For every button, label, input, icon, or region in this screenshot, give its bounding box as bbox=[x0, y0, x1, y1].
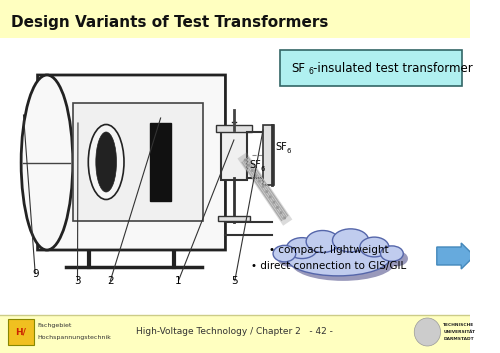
FancyBboxPatch shape bbox=[280, 50, 462, 86]
Ellipse shape bbox=[311, 235, 344, 257]
Text: SF: SF bbox=[291, 61, 305, 74]
Ellipse shape bbox=[360, 237, 389, 257]
Circle shape bbox=[269, 196, 272, 198]
Ellipse shape bbox=[278, 250, 300, 267]
FancyBboxPatch shape bbox=[38, 75, 226, 250]
FancyArrow shape bbox=[437, 243, 474, 269]
Text: High-Voltage Technology / Chapter 2   - 42 -: High-Voltage Technology / Chapter 2 - 42… bbox=[136, 328, 334, 336]
Ellipse shape bbox=[88, 125, 124, 199]
Circle shape bbox=[262, 185, 264, 188]
Text: H/: H/ bbox=[15, 328, 26, 336]
Ellipse shape bbox=[286, 238, 318, 258]
Ellipse shape bbox=[337, 234, 374, 257]
Circle shape bbox=[254, 174, 258, 177]
Text: DARMSTADT: DARMSTADT bbox=[444, 337, 474, 341]
Text: 9: 9 bbox=[32, 269, 38, 279]
Bar bbox=[150, 123, 171, 201]
Text: 6: 6 bbox=[260, 166, 264, 172]
Text: 2: 2 bbox=[107, 276, 114, 286]
Bar bbox=[216, 125, 252, 132]
Bar bbox=[218, 216, 250, 221]
Text: SF: SF bbox=[249, 160, 260, 170]
Circle shape bbox=[251, 169, 254, 172]
Text: Fachgebiet: Fachgebiet bbox=[38, 323, 72, 329]
Circle shape bbox=[276, 206, 279, 209]
Circle shape bbox=[244, 158, 246, 162]
Text: • compact, lightweight: • compact, lightweight bbox=[269, 245, 388, 255]
Bar bbox=[263, 125, 274, 185]
Ellipse shape bbox=[21, 75, 73, 250]
Text: SF: SF bbox=[275, 142, 287, 152]
Bar bbox=[8, 319, 34, 345]
Circle shape bbox=[266, 190, 268, 193]
Ellipse shape bbox=[332, 229, 368, 252]
Bar bbox=[74, 103, 203, 221]
Circle shape bbox=[248, 164, 250, 167]
Bar bbox=[220, 130, 247, 180]
Ellipse shape bbox=[273, 245, 296, 262]
Text: TECHNISCHE: TECHNISCHE bbox=[444, 323, 474, 327]
Circle shape bbox=[280, 211, 282, 214]
Ellipse shape bbox=[291, 243, 322, 264]
Ellipse shape bbox=[364, 242, 394, 262]
Circle shape bbox=[258, 180, 261, 183]
Ellipse shape bbox=[306, 231, 339, 252]
Circle shape bbox=[272, 201, 276, 204]
Bar bbox=[0, 315, 470, 353]
Text: Design Variants of Test Transformers: Design Variants of Test Transformers bbox=[12, 14, 328, 30]
Text: 6: 6 bbox=[286, 148, 291, 154]
Text: -insulated test transformer: -insulated test transformer bbox=[313, 61, 472, 74]
Text: 5: 5 bbox=[232, 276, 238, 286]
Text: 1: 1 bbox=[175, 276, 182, 286]
Ellipse shape bbox=[96, 132, 116, 192]
Text: 3: 3 bbox=[74, 276, 81, 286]
Circle shape bbox=[283, 216, 286, 220]
Ellipse shape bbox=[291, 245, 395, 281]
Bar bbox=[0, 0, 470, 38]
Ellipse shape bbox=[385, 251, 408, 266]
Text: • direct connection to GIS/GIL: • direct connection to GIS/GIL bbox=[251, 261, 406, 271]
Text: UNIVERSITÄT: UNIVERSITÄT bbox=[444, 330, 476, 334]
Ellipse shape bbox=[380, 246, 404, 261]
Circle shape bbox=[414, 318, 440, 346]
Text: 6: 6 bbox=[308, 67, 313, 77]
Text: Hochspannungstechnik: Hochspannungstechnik bbox=[38, 335, 112, 341]
Ellipse shape bbox=[286, 240, 390, 276]
